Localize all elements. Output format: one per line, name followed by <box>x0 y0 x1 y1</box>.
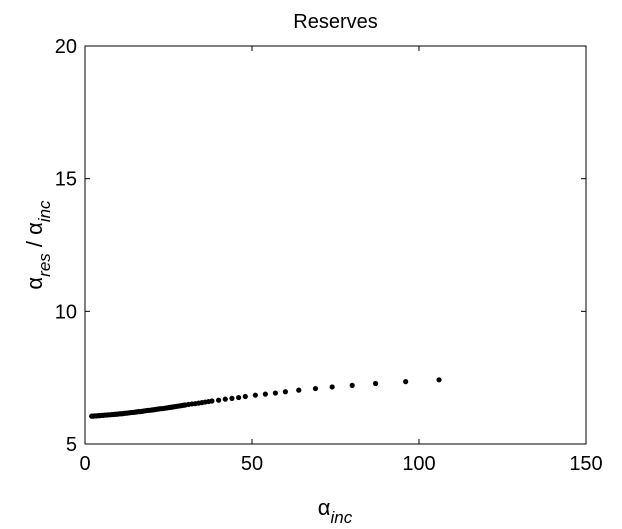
axis-ticks <box>84 45 587 445</box>
y-axis-label-base: α <box>22 277 47 290</box>
data-point <box>329 384 335 390</box>
x-tick-label: 0 <box>79 453 90 475</box>
y-tick-label: 5 <box>66 434 77 456</box>
data-point <box>216 397 222 403</box>
y-tick-label: 10 <box>55 301 77 323</box>
scatter-points <box>89 377 442 419</box>
chart-title: Reserves <box>293 11 377 33</box>
x-tick-label: 150 <box>569 453 602 475</box>
data-point <box>209 398 215 404</box>
x-axis-label: αinc <box>318 495 353 527</box>
y-tick-label: 20 <box>55 36 77 58</box>
data-point <box>262 391 268 397</box>
data-point <box>252 392 258 398</box>
x-tick-label: 100 <box>402 453 435 475</box>
data-point <box>229 395 235 401</box>
y-axis-label-base2: α <box>22 222 47 235</box>
y-tick-label: 15 <box>55 169 77 191</box>
y-axis-label-sub1: res <box>35 253 54 277</box>
data-point <box>222 396 228 402</box>
data-point <box>349 382 355 388</box>
data-point <box>372 380 379 387</box>
data-point <box>296 387 302 393</box>
data-point <box>242 393 248 400</box>
x-tick-label: 50 <box>241 453 263 475</box>
plot-area <box>84 45 587 445</box>
data-point <box>312 385 319 392</box>
data-point <box>272 390 278 396</box>
y-axis-label: αres / αinc <box>22 200 54 290</box>
data-point <box>403 379 409 385</box>
y-axis-label-sub2: inc <box>35 200 54 222</box>
data-point <box>236 394 242 401</box>
y-axis-label-sep: / <box>22 235 47 253</box>
x-axis-label-base: α <box>318 495 331 520</box>
data-point <box>282 389 288 395</box>
x-axis-label-sub: inc <box>330 508 352 527</box>
tick-labels: 0 50 100 150 5 10 15 20 <box>55 36 603 475</box>
data-point <box>436 377 442 383</box>
